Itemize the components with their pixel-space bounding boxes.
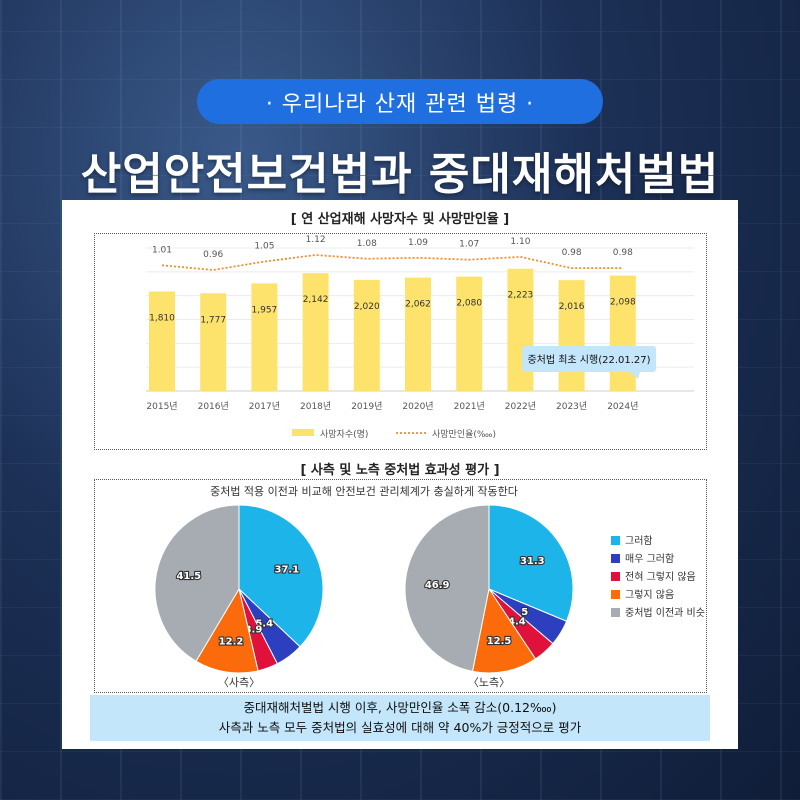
bar: [149, 291, 175, 391]
pie-value-label: 12.5: [487, 636, 512, 647]
pie-value-label: 31.3: [520, 556, 545, 567]
rate-value-label: 0.96: [203, 250, 223, 260]
pie-slice: [154, 504, 240, 662]
bar-chart-frame: [94, 233, 707, 450]
rate-value-label: 1.12: [306, 235, 326, 245]
pie-name-label: 〈노측〉: [468, 676, 510, 689]
annotation-box: [522, 346, 656, 372]
x-tick-label: 2019년: [351, 401, 382, 412]
rate-value-label: 1.07: [459, 240, 479, 250]
bar: [558, 280, 585, 391]
pie-value-label: 41.5: [176, 571, 201, 582]
pie-charts: 중처법 적용 이전과 비교해 안전보건 관리체계가 충실하게 작동한다 37.1 5…: [154, 484, 705, 689]
legend-swatch: [611, 590, 620, 599]
legend-swatch: [611, 536, 620, 545]
x-tick-label: 2017년: [249, 401, 280, 412]
annotation-pointer: [630, 372, 640, 379]
x-tick-label: 2015년: [146, 401, 177, 412]
x-tick-label: 2022년: [505, 401, 536, 412]
legend-swatch: [611, 554, 620, 563]
summary-line-2: 사측과 노측 모두 중처법의 실효성에 대해 약 40%가 긍정적으로 평가: [218, 720, 582, 735]
pie-value-label: 12.2: [219, 636, 244, 647]
bar-value-label: 1,777: [200, 315, 226, 325]
bar-value-label: 2,142: [303, 295, 329, 305]
pie-slice: [195, 587, 259, 674]
x-tick-label: 2018년: [300, 401, 331, 412]
infographic-panel: [ 연 산업재해 사망자수 및 사망만인율 ] 1,810 2015년 1,777 2…: [62, 200, 738, 749]
x-tick-label: 2021년: [454, 401, 485, 412]
bar-chart-title: [ 연 산업재해 사망자수 및 사망만인율 ]: [290, 212, 510, 227]
header-tag: · 우리나라 산재 관련 법령 ·: [197, 79, 603, 124]
bar-value-label: 2,020: [354, 302, 380, 312]
rate-value-label: 1.10: [510, 237, 530, 247]
legend-label: 중처법 이전과 비슷: [625, 607, 705, 619]
x-tick-label: 2020년: [402, 401, 433, 412]
bar-value-label: 2,080: [456, 299, 482, 309]
rate-value-label: 0.98: [613, 248, 633, 258]
legend-label: 그렇지 않음: [625, 588, 674, 601]
x-tick-label: 2024년: [607, 401, 638, 412]
legend-swatch: [611, 608, 620, 617]
legend-swatch: [611, 572, 620, 581]
rate-value-label: 1.05: [254, 242, 274, 252]
bar-value-label: 2,223: [508, 291, 534, 301]
bar: [353, 279, 380, 391]
bar: [200, 293, 227, 391]
bar: [251, 283, 278, 391]
pie-slice: [238, 504, 324, 648]
summary-line-1: 중대재해처벌법 시행 이후, 사망만인율 소폭 감소(0.12‱): [243, 700, 557, 715]
legend-label: 그러함: [625, 535, 653, 547]
legend-label-rate: 사망만인율(‱): [432, 429, 496, 440]
bar-value-label: 2,016: [559, 302, 585, 312]
pie-slice: [471, 587, 537, 674]
pie-slice: [404, 504, 490, 672]
pie-chart-frame: [94, 479, 707, 693]
bar-value-label: 1,957: [252, 305, 278, 315]
pie-chart-title: [ 사측 및 노측 중처법 효과성 평가 ]: [300, 463, 500, 478]
annotation-text: 중처법 최초 시행(22.01.27): [527, 354, 650, 366]
legend-label: 매우 그러함: [625, 553, 674, 565]
bar-value-label: 1,810: [149, 313, 175, 323]
rate-line: [161, 254, 623, 271]
bar: [456, 276, 483, 391]
pie-slice: [488, 504, 574, 622]
rate-value-label: 1.09: [408, 238, 428, 248]
pie-value-label: 46.9: [425, 580, 450, 591]
bar-value-label: 2,098: [610, 298, 636, 308]
bar: [507, 268, 534, 391]
pie-value-label: 37.1: [274, 564, 299, 575]
x-tick-label: 2023년: [556, 401, 587, 412]
bar-line-chart: 1,810 2015년 1,777 2016년 1,957 2017년 2,142 2018년…: [146, 235, 694, 440]
summary-callout: 중대재해처벌법 시행 이후, 사망만인율 소폭 감소(0.12‱) 사측과 노측…: [90, 695, 710, 741]
legend-label: 전혀 그렇지 않음: [625, 570, 696, 583]
page-title: 산업안전보건법과 중대재해처벌법: [80, 149, 720, 200]
legend-swatch-deaths: [292, 429, 314, 436]
legend-label-deaths: 사망자수(명): [320, 429, 368, 440]
rate-value-label: 1.01: [152, 245, 172, 255]
bar: [405, 277, 431, 391]
pie-subtitle: 중처법 적용 이전과 비교해 안전보건 관리체계가 충실하게 작동한다: [210, 484, 518, 498]
bar: [609, 275, 636, 391]
bar: [302, 273, 329, 391]
pie-value-label: 5: [521, 607, 528, 618]
pie-name-label: 〈사측〉: [218, 676, 260, 689]
rate-value-label: 0.98: [562, 248, 582, 258]
bar-value-label: 2,062: [405, 300, 431, 310]
x-tick-label: 2016년: [198, 401, 229, 412]
rate-value-label: 1.08: [357, 239, 377, 249]
